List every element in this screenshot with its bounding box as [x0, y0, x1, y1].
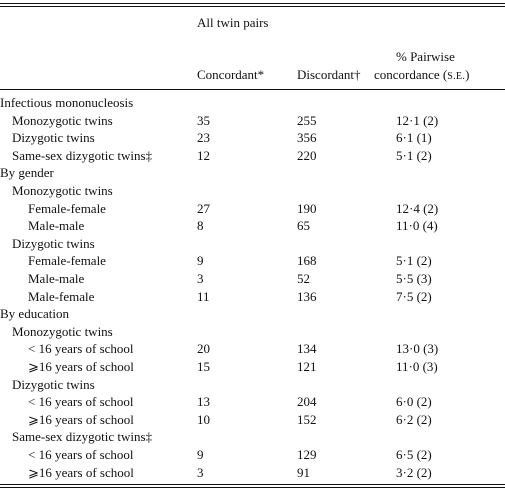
- cell-discordant: 136: [297, 288, 317, 304]
- cell-discordant: 121: [297, 359, 317, 374]
- header-pairwise-line2: concordance (S.E.): [374, 67, 469, 85]
- header-group-label: All twin pairs: [197, 15, 269, 30]
- cell-pairwise: 5·5 (3): [396, 271, 432, 286]
- cell-concordant: 10: [197, 411, 210, 427]
- cell-concordant: 3: [197, 271, 204, 286]
- row-label: < 16 years of school: [28, 341, 134, 357]
- cell-discordant: 91: [297, 464, 310, 480]
- cell-pairwise: 5·1 (2): [396, 253, 432, 269]
- cell-pairwise: 6·5 (2): [396, 447, 432, 462]
- cell-discordant: 168: [297, 253, 317, 269]
- bottom-rule-2: [0, 487, 505, 488]
- row-label: ⩾16 years of school: [28, 359, 134, 374]
- cell-concordant: 27: [197, 200, 210, 216]
- cell-concordant: 11: [197, 288, 210, 304]
- row-label: < 16 years of school: [28, 394, 134, 410]
- row-label: Same-sex dizygotic twins‡: [12, 429, 153, 445]
- cell-concordant: 3: [197, 464, 204, 480]
- row-label: By gender: [0, 165, 54, 181]
- header-rule: [0, 89, 505, 90]
- cell-discordant: 190: [297, 200, 317, 216]
- cell-pairwise: 6·1 (1): [396, 130, 432, 146]
- cell-discordant: 220: [297, 147, 317, 163]
- cell-pairwise: 11·0 (3): [396, 359, 438, 374]
- cell-concordant: 9: [197, 253, 204, 269]
- header-discordant: Discordant†: [297, 67, 361, 82]
- cell-discordant: 129: [297, 447, 317, 462]
- row-label: Infectious mononucleosis: [0, 95, 134, 110]
- header-pairwise-close: ): [465, 67, 470, 82]
- cell-pairwise: 5·1 (2): [396, 147, 432, 163]
- cell-discordant: 356: [297, 130, 317, 146]
- row-label: Male-male: [28, 271, 85, 286]
- row-label: By education: [0, 306, 69, 322]
- header-pairwise-se: S.E.: [447, 71, 466, 82]
- cell-discordant: 152: [297, 411, 317, 427]
- row-label: Same-sex dizygotic twins‡: [12, 147, 153, 163]
- cell-pairwise: 3·2 (2): [396, 464, 432, 480]
- cell-pairwise: 13·0 (3): [396, 341, 439, 357]
- cell-discordant: 204: [297, 394, 317, 410]
- cell-pairwise: 12·4 (2): [396, 200, 439, 216]
- cell-pairwise: 7·5 (2): [396, 288, 432, 304]
- row-label: Monozygotic twins: [12, 112, 113, 128]
- cell-discordant: 255: [297, 112, 317, 128]
- row-label: < 16 years of school: [28, 447, 134, 462]
- cell-pairwise: 6·2 (2): [396, 411, 432, 427]
- header-concordant: Concordant*: [197, 67, 265, 82]
- row-label: ⩾16 years of school: [28, 464, 134, 480]
- cell-concordant: 35: [197, 112, 210, 128]
- cell-discordant: 65: [297, 218, 310, 234]
- cell-discordant: 52: [297, 271, 310, 286]
- top-rule-2: [0, 6, 505, 7]
- cell-pairwise: 11·0 (4): [396, 218, 438, 234]
- row-label: Female-female: [28, 253, 106, 269]
- row-label: Monozygotic twins: [12, 183, 113, 198]
- top-rule: [0, 3, 505, 4]
- bottom-rule: [0, 484, 505, 485]
- row-label: Male-male: [28, 218, 85, 234]
- cell-concordant: 8: [197, 218, 204, 234]
- cell-concordant: 12: [197, 147, 210, 163]
- row-label: Monozygotic twins: [12, 323, 113, 339]
- cell-concordant: 23: [197, 130, 210, 146]
- row-label: Male-female: [28, 288, 95, 304]
- cell-concordant: 9: [197, 447, 204, 462]
- cell-discordant: 134: [297, 341, 317, 357]
- header-pairwise-text: concordance (: [374, 67, 448, 82]
- header-pairwise-line1: % Pairwise: [396, 49, 455, 64]
- cell-pairwise: 6·0 (2): [396, 394, 432, 410]
- row-label: Dizygotic twins: [12, 235, 95, 251]
- row-label: Dizygotic twins: [12, 130, 95, 146]
- cell-pairwise: 12·1 (2): [396, 112, 439, 128]
- row-label: Female-female: [28, 200, 106, 216]
- cell-concordant: 13: [197, 394, 210, 410]
- row-label: ⩾16 years of school: [28, 411, 134, 427]
- cell-concordant: 20: [197, 341, 210, 357]
- row-label: Dizygotic twins: [12, 376, 95, 392]
- cell-concordant: 15: [197, 359, 210, 374]
